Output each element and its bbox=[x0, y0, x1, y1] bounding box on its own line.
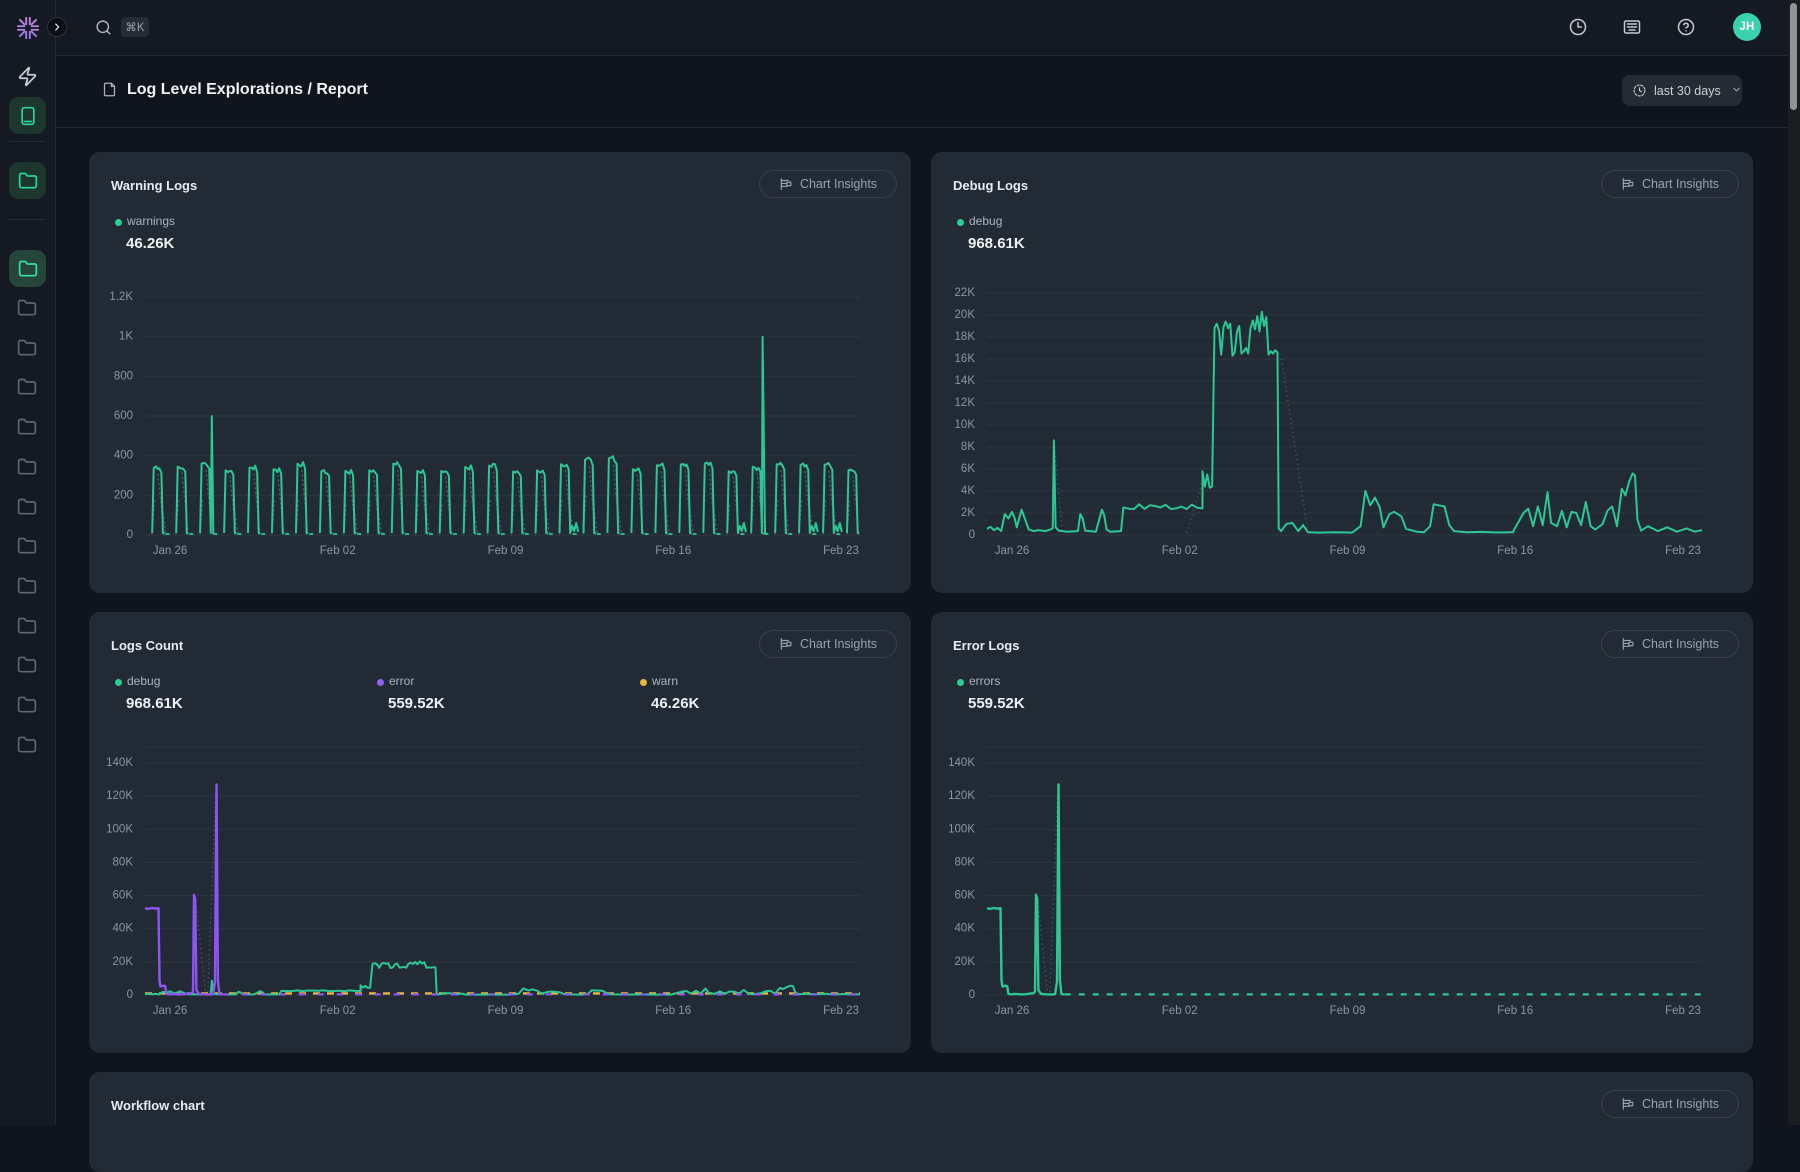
svg-text:200: 200 bbox=[114, 489, 133, 501]
svg-text:600: 600 bbox=[114, 410, 133, 422]
svg-text:800: 800 bbox=[114, 370, 133, 382]
svg-text:0: 0 bbox=[969, 529, 975, 541]
svg-text:140K: 140K bbox=[106, 757, 133, 769]
svg-text:40K: 40K bbox=[955, 923, 976, 935]
svg-text:8K: 8K bbox=[961, 441, 975, 453]
svg-text:0: 0 bbox=[127, 529, 133, 541]
svg-text:400: 400 bbox=[114, 450, 133, 462]
svg-text:0: 0 bbox=[127, 989, 133, 1001]
svg-text:Jan 26: Jan 26 bbox=[153, 1005, 188, 1017]
svg-text:Feb 09: Feb 09 bbox=[488, 545, 524, 557]
svg-text:Feb 02: Feb 02 bbox=[320, 1005, 356, 1017]
svg-text:Feb 09: Feb 09 bbox=[1330, 1005, 1366, 1017]
svg-text:20K: 20K bbox=[113, 956, 134, 968]
svg-text:Feb 16: Feb 16 bbox=[655, 545, 691, 557]
svg-text:Feb 23: Feb 23 bbox=[823, 1005, 859, 1017]
svg-text:10K: 10K bbox=[955, 419, 976, 431]
svg-text:6K: 6K bbox=[961, 463, 975, 475]
svg-text:1.2K: 1.2K bbox=[109, 291, 133, 303]
svg-text:Feb 02: Feb 02 bbox=[320, 545, 356, 557]
svg-text:Feb 16: Feb 16 bbox=[1497, 1005, 1533, 1017]
svg-text:40K: 40K bbox=[113, 923, 134, 935]
svg-text:12K: 12K bbox=[955, 397, 976, 409]
svg-text:60K: 60K bbox=[113, 890, 134, 902]
svg-text:Feb 16: Feb 16 bbox=[655, 1005, 691, 1017]
svg-text:80K: 80K bbox=[955, 856, 976, 868]
svg-text:Jan 26: Jan 26 bbox=[995, 545, 1030, 557]
svg-text:Feb 23: Feb 23 bbox=[823, 545, 859, 557]
svg-text:20K: 20K bbox=[955, 309, 976, 321]
svg-text:100K: 100K bbox=[106, 823, 133, 835]
svg-text:2K: 2K bbox=[961, 507, 975, 519]
svg-text:Feb 23: Feb 23 bbox=[1665, 545, 1701, 557]
svg-text:140K: 140K bbox=[948, 757, 975, 769]
svg-text:120K: 120K bbox=[106, 790, 133, 802]
svg-text:Feb 09: Feb 09 bbox=[488, 1005, 524, 1017]
svg-text:14K: 14K bbox=[955, 375, 976, 387]
svg-text:Jan 26: Jan 26 bbox=[153, 545, 188, 557]
svg-text:1K: 1K bbox=[119, 331, 133, 343]
svg-text:60K: 60K bbox=[955, 890, 976, 902]
svg-text:120K: 120K bbox=[948, 790, 975, 802]
svg-text:Feb 23: Feb 23 bbox=[1665, 1005, 1701, 1017]
svg-text:80K: 80K bbox=[113, 856, 134, 868]
svg-text:Feb 02: Feb 02 bbox=[1162, 1005, 1198, 1017]
svg-text:18K: 18K bbox=[955, 331, 976, 343]
svg-text:Feb 02: Feb 02 bbox=[1162, 545, 1198, 557]
svg-text:100K: 100K bbox=[948, 823, 975, 835]
svg-text:16K: 16K bbox=[955, 353, 976, 365]
svg-text:4K: 4K bbox=[961, 485, 975, 497]
svg-text:22K: 22K bbox=[955, 287, 976, 299]
svg-text:Feb 16: Feb 16 bbox=[1497, 545, 1533, 557]
svg-text:Feb 09: Feb 09 bbox=[1330, 545, 1366, 557]
svg-text:0: 0 bbox=[969, 989, 975, 1001]
svg-text:20K: 20K bbox=[955, 956, 976, 968]
svg-text:Jan 26: Jan 26 bbox=[995, 1005, 1030, 1017]
